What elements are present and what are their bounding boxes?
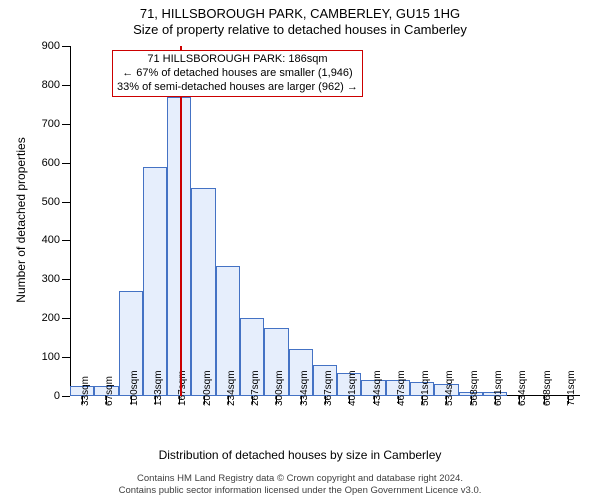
histogram-bar [191, 188, 215, 396]
x-tick-label: 434sqm [372, 370, 383, 406]
y-tick [62, 124, 70, 125]
footer-line-1: Contains HM Land Registry data © Crown c… [0, 473, 600, 484]
y-tick-label: 200 [42, 312, 60, 324]
x-tick-label: 200sqm [202, 370, 213, 406]
y-tick-label: 0 [54, 390, 60, 402]
x-tick-label: 334sqm [299, 370, 310, 406]
x-tick-label: 401sqm [347, 370, 358, 406]
x-tick-label: 467sqm [396, 370, 407, 406]
y-tick [62, 357, 70, 358]
y-tick [62, 396, 70, 397]
y-tick [62, 279, 70, 280]
y-tick-label: 300 [42, 273, 60, 285]
title-line-2: Size of property relative to detached ho… [0, 22, 600, 37]
y-tick [62, 318, 70, 319]
x-tick-label: 534sqm [444, 370, 455, 406]
x-axis-label: Distribution of detached houses by size … [0, 448, 600, 462]
y-tick-label: 800 [42, 79, 60, 91]
x-tick-label: 33sqm [80, 376, 91, 406]
x-tick-label: 501sqm [420, 370, 431, 406]
x-tick-label: 634sqm [517, 370, 528, 406]
y-tick-label: 400 [42, 234, 60, 246]
x-tick-label: 67sqm [104, 376, 115, 406]
x-tick-label: 133sqm [153, 370, 164, 406]
footer-line-2: Contains public sector information licen… [0, 485, 600, 496]
x-tick-label: 367sqm [323, 370, 334, 406]
histogram-chart: 010020030040050060070080090033sqm67sqm10… [70, 46, 580, 396]
x-tick-label: 267sqm [250, 370, 261, 406]
y-tick-label: 500 [42, 196, 60, 208]
footer-attribution: Contains HM Land Registry data © Crown c… [0, 473, 600, 496]
x-tick-label: 668sqm [542, 370, 553, 406]
title-line-1: 71, HILLSBOROUGH PARK, CAMBERLEY, GU15 1… [0, 6, 600, 21]
x-tick-label: 234sqm [226, 370, 237, 406]
annotation-line-1: 71 HILLSBOROUGH PARK: 186sqm [117, 53, 358, 67]
y-tick-label: 100 [42, 351, 60, 363]
y-tick [62, 163, 70, 164]
y-tick [62, 202, 70, 203]
y-tick-label: 700 [42, 118, 60, 130]
y-axis-label: Number of detached properties [14, 137, 28, 302]
y-tick-label: 600 [42, 157, 60, 169]
y-tick [62, 240, 70, 241]
x-tick-label: 601sqm [493, 370, 504, 406]
x-tick-label: 100sqm [129, 370, 140, 406]
y-tick [62, 85, 70, 86]
y-tick-label: 900 [42, 40, 60, 52]
annotation-line-3: 33% of semi-detached houses are larger (… [117, 81, 358, 95]
x-tick-label: 300sqm [274, 370, 285, 406]
marker-vertical-line [180, 46, 182, 396]
x-tick-label: 701sqm [566, 370, 577, 406]
y-axis-line [70, 46, 71, 396]
annotation-box: 71 HILLSBOROUGH PARK: 186sqm ← 67% of de… [112, 50, 363, 97]
annotation-line-2: ← 67% of detached houses are smaller (1,… [117, 67, 358, 81]
y-tick [62, 46, 70, 47]
x-tick-label: 568sqm [469, 370, 480, 406]
histogram-bar [143, 167, 167, 396]
